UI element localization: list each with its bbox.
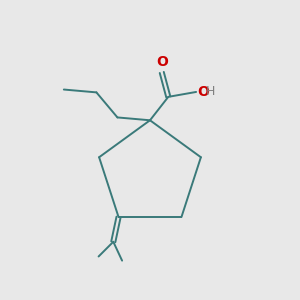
Text: O: O bbox=[156, 55, 168, 69]
Text: O: O bbox=[197, 85, 209, 99]
Text: H: H bbox=[206, 85, 216, 98]
